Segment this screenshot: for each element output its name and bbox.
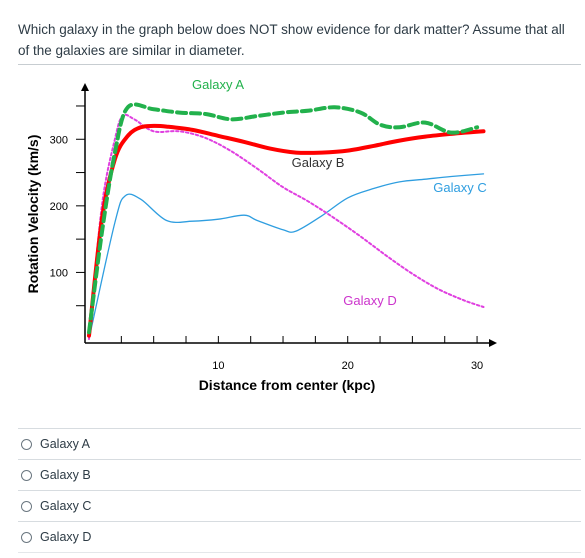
answer-choices: Galaxy A Galaxy B Galaxy C Galaxy D bbox=[18, 428, 581, 553]
series-label-galaxy-b: Galaxy B bbox=[292, 155, 345, 170]
y-axis-label: Rotation Velocity (km/s) bbox=[25, 135, 41, 294]
series-label-galaxy-a: Galaxy A bbox=[192, 77, 244, 92]
y-tick-label: 200 bbox=[50, 201, 68, 213]
answer-option-d[interactable]: Galaxy D bbox=[18, 521, 581, 553]
series-label-galaxy-c: Galaxy C bbox=[433, 180, 486, 195]
radio-button[interactable] bbox=[21, 500, 32, 512]
answer-label: Galaxy B bbox=[40, 468, 91, 482]
series-label-galaxy-d: Galaxy D bbox=[343, 293, 396, 308]
radio-button[interactable] bbox=[21, 531, 32, 543]
y-axis-arrow bbox=[81, 83, 89, 91]
rotation-curve-chart: 10 20 30 100 200 300 Galaxy A Galaxy B Galaxy C… bbox=[25, 77, 497, 393]
radio-button[interactable] bbox=[21, 438, 32, 450]
x-tick-label: 20 bbox=[342, 360, 354, 372]
x-axis-arrow bbox=[489, 339, 497, 347]
answer-option-b[interactable]: Galaxy B bbox=[18, 459, 581, 490]
answer-label: Galaxy A bbox=[40, 437, 91, 451]
x-tick-label: 30 bbox=[471, 360, 483, 372]
y-tick-label: 100 bbox=[50, 267, 68, 279]
chart-series bbox=[87, 102, 486, 340]
x-axis-label: Distance from center (kpc) bbox=[199, 377, 376, 393]
series-line-galaxy-a bbox=[87, 102, 480, 335]
chart-ticks: 10 20 30 100 200 300 bbox=[50, 105, 483, 372]
chart-axes bbox=[81, 83, 497, 347]
question-text: Which galaxy in the graph below does NOT… bbox=[18, 22, 565, 58]
x-tick-label: 10 bbox=[212, 360, 224, 372]
radio-button[interactable] bbox=[21, 469, 32, 481]
answer-option-a[interactable]: Galaxy A bbox=[18, 428, 581, 459]
answer-label: Galaxy D bbox=[40, 530, 92, 544]
series-line-galaxy-d bbox=[88, 113, 485, 340]
answer-option-c[interactable]: Galaxy C bbox=[18, 490, 581, 521]
question-divider bbox=[18, 64, 581, 65]
answer-label: Galaxy C bbox=[40, 499, 92, 513]
y-tick-label: 300 bbox=[50, 134, 68, 146]
series-line-galaxy-c bbox=[88, 173, 485, 340]
series-line-galaxy-b bbox=[87, 123, 486, 338]
chart-series-labels: Galaxy A Galaxy B Galaxy C Galaxy D bbox=[192, 77, 487, 308]
